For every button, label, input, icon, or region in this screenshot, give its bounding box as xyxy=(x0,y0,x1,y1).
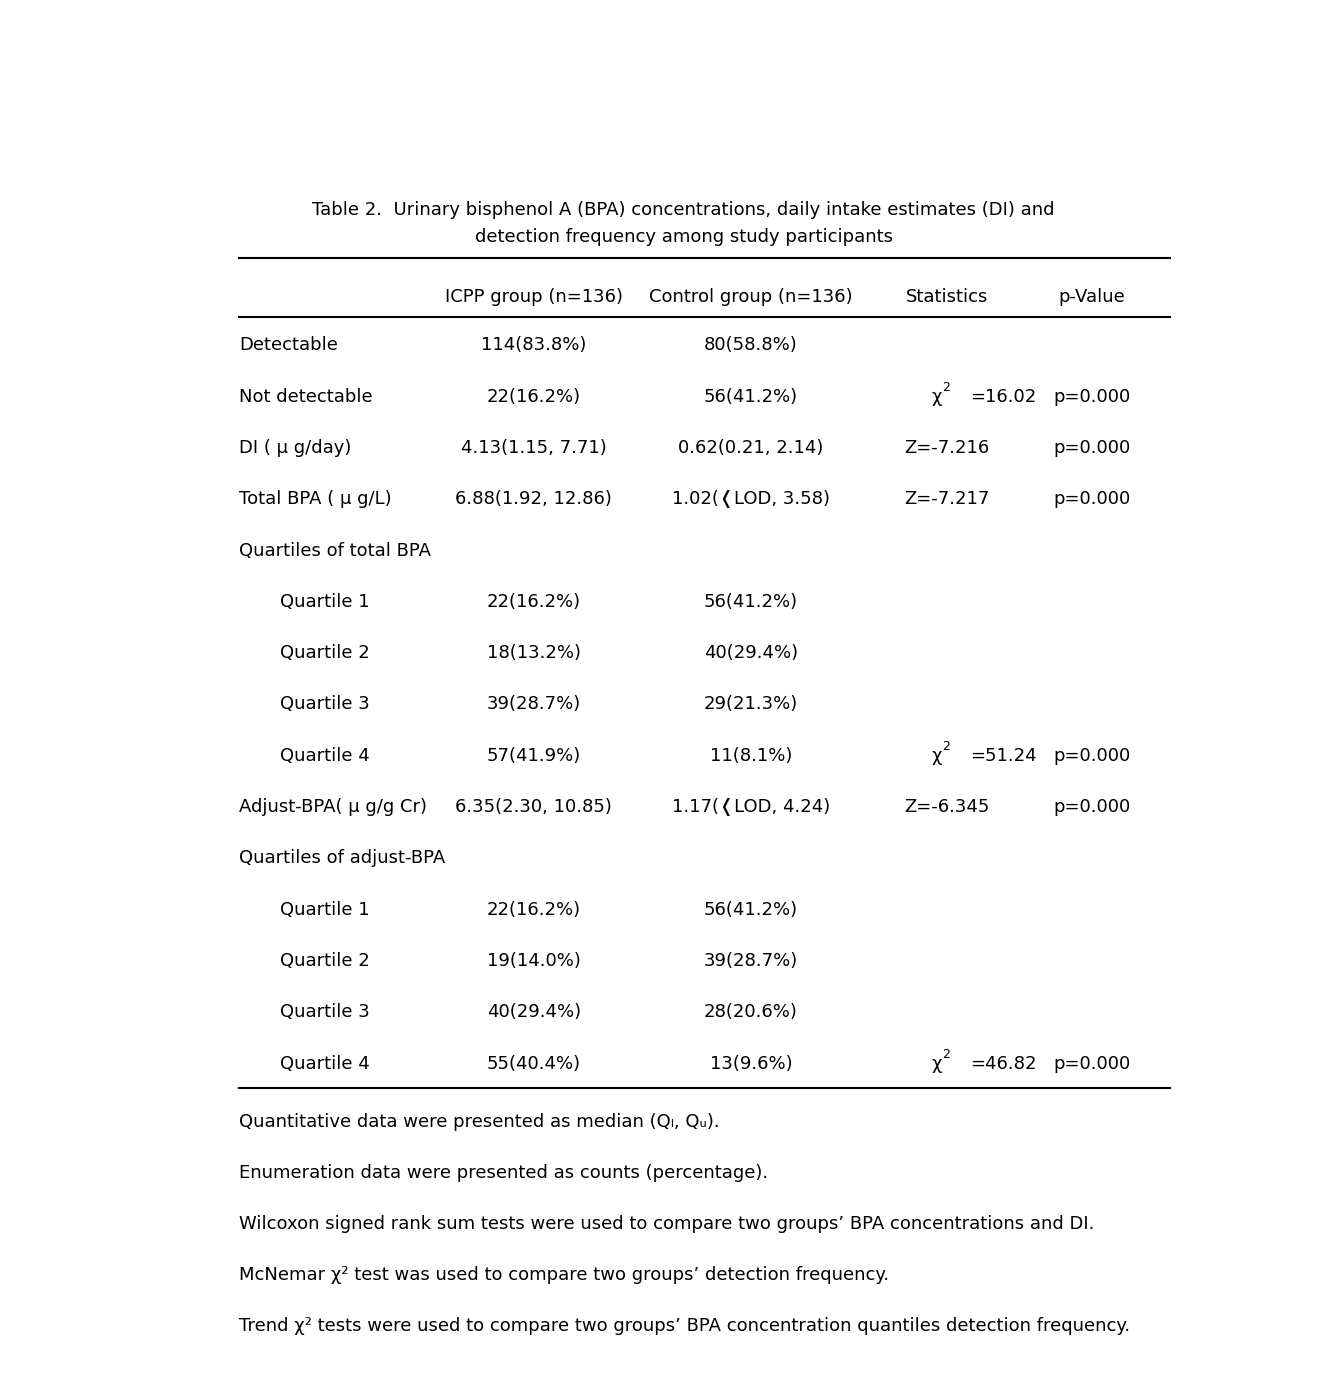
Text: Trend χ² tests were used to compare two groups’ BPA concentration quantiles dete: Trend χ² tests were used to compare two … xyxy=(239,1316,1130,1334)
Text: Quartile 4: Quartile 4 xyxy=(280,747,371,765)
Text: 22(16.2%): 22(16.2%) xyxy=(487,592,580,611)
Text: 1.17(❬LOD, 4.24): 1.17(❬LOD, 4.24) xyxy=(672,798,830,816)
Text: 13(9.6%): 13(9.6%) xyxy=(710,1055,792,1073)
Text: p=0.000: p=0.000 xyxy=(1054,438,1131,458)
Text: 11(8.1%): 11(8.1%) xyxy=(710,747,792,765)
Text: p=0.000: p=0.000 xyxy=(1054,747,1131,765)
Text: p=0.000: p=0.000 xyxy=(1054,491,1131,508)
Text: detection frequency among study participants: detection frequency among study particip… xyxy=(475,228,892,246)
Text: 80(58.8%): 80(58.8%) xyxy=(704,337,798,354)
Text: Enumeration data were presented as counts (percentage).: Enumeration data were presented as count… xyxy=(239,1164,768,1182)
Text: Quartile 3: Quartile 3 xyxy=(280,695,371,713)
Text: Quartile 2: Quartile 2 xyxy=(280,952,371,970)
Text: 6.35(2.30, 10.85): 6.35(2.30, 10.85) xyxy=(455,798,612,816)
Text: Detectable: Detectable xyxy=(239,337,338,354)
Text: DI ( μ g/day): DI ( μ g/day) xyxy=(239,438,351,458)
Text: Quantitative data were presented as median (Qₗ, Qᵤ).: Quantitative data were presented as medi… xyxy=(239,1113,720,1131)
Text: =46.82: =46.82 xyxy=(970,1055,1037,1073)
Text: 18(13.2%): 18(13.2%) xyxy=(487,644,580,662)
Text: χ: χ xyxy=(931,387,942,405)
Text: Wilcoxon signed rank sum tests were used to compare two groups’ BPA concentratio: Wilcoxon signed rank sum tests were used… xyxy=(239,1215,1094,1232)
Text: 6.88(1.92, 12.86): 6.88(1.92, 12.86) xyxy=(455,491,612,508)
Text: Total BPA ( μ g/L): Total BPA ( μ g/L) xyxy=(239,491,392,508)
Text: 22(16.2%): 22(16.2%) xyxy=(487,901,580,919)
Text: p=0.000: p=0.000 xyxy=(1054,1055,1131,1073)
Text: 2: 2 xyxy=(942,741,950,753)
Text: Control group (n=136): Control group (n=136) xyxy=(650,287,852,305)
Text: 40(29.4%): 40(29.4%) xyxy=(487,1003,580,1021)
Text: 1.02(❬LOD, 3.58): 1.02(❬LOD, 3.58) xyxy=(672,491,830,508)
Text: p-Value: p-Value xyxy=(1059,287,1126,305)
Text: Quartile 1: Quartile 1 xyxy=(280,592,370,611)
Text: Not detectable: Not detectable xyxy=(239,387,372,405)
Text: p=0.000: p=0.000 xyxy=(1054,387,1131,405)
Text: =51.24: =51.24 xyxy=(970,747,1037,765)
Text: Z=-6.345: Z=-6.345 xyxy=(904,798,990,816)
Text: 56(41.2%): 56(41.2%) xyxy=(704,387,798,405)
Text: Statistics: Statistics xyxy=(906,287,988,305)
Text: χ: χ xyxy=(931,1055,942,1073)
Text: 2: 2 xyxy=(942,381,950,394)
Text: 56(41.2%): 56(41.2%) xyxy=(704,901,798,919)
Text: Z=-7.216: Z=-7.216 xyxy=(904,438,990,458)
Text: 0.62(0.21, 2.14): 0.62(0.21, 2.14) xyxy=(678,438,823,458)
Text: 28(20.6%): 28(20.6%) xyxy=(704,1003,798,1021)
Text: Adjust-BPA( μ g/g Cr): Adjust-BPA( μ g/g Cr) xyxy=(239,798,427,816)
Text: 19(14.0%): 19(14.0%) xyxy=(487,952,580,970)
Text: 114(83.8%): 114(83.8%) xyxy=(482,337,587,354)
Text: Quartile 1: Quartile 1 xyxy=(280,901,370,919)
Text: Quartile 4: Quartile 4 xyxy=(280,1055,371,1073)
Text: Quartiles of adjust-BPA: Quartiles of adjust-BPA xyxy=(239,849,446,867)
Text: Quartile 2: Quartile 2 xyxy=(280,644,371,662)
Text: =16.02: =16.02 xyxy=(970,387,1037,405)
Text: 22(16.2%): 22(16.2%) xyxy=(487,387,580,405)
Text: Z=-7.217: Z=-7.217 xyxy=(904,491,990,508)
Text: p=0.000: p=0.000 xyxy=(1054,798,1131,816)
Text: Quartile 3: Quartile 3 xyxy=(280,1003,371,1021)
Text: 4.13(1.15, 7.71): 4.13(1.15, 7.71) xyxy=(460,438,607,458)
Text: ICPP group (n=136): ICPP group (n=136) xyxy=(444,287,623,305)
Text: 55(40.4%): 55(40.4%) xyxy=(487,1055,580,1073)
Text: 57(41.9%): 57(41.9%) xyxy=(487,747,580,765)
Text: 2: 2 xyxy=(942,1048,950,1061)
Text: 40(29.4%): 40(29.4%) xyxy=(704,644,798,662)
Text: 56(41.2%): 56(41.2%) xyxy=(704,592,798,611)
Text: χ: χ xyxy=(931,747,942,765)
Text: McNemar χ² test was used to compare two groups’ detection frequency.: McNemar χ² test was used to compare two … xyxy=(239,1265,890,1283)
Text: Table 2.  Urinary bisphenol A (BPA) concentrations, daily intake estimates (DI) : Table 2. Urinary bisphenol A (BPA) conce… xyxy=(312,201,1055,218)
Text: Quartiles of total BPA: Quartiles of total BPA xyxy=(239,541,431,559)
Text: 29(21.3%): 29(21.3%) xyxy=(704,695,798,713)
Text: 39(28.7%): 39(28.7%) xyxy=(704,952,798,970)
Text: 39(28.7%): 39(28.7%) xyxy=(487,695,580,713)
